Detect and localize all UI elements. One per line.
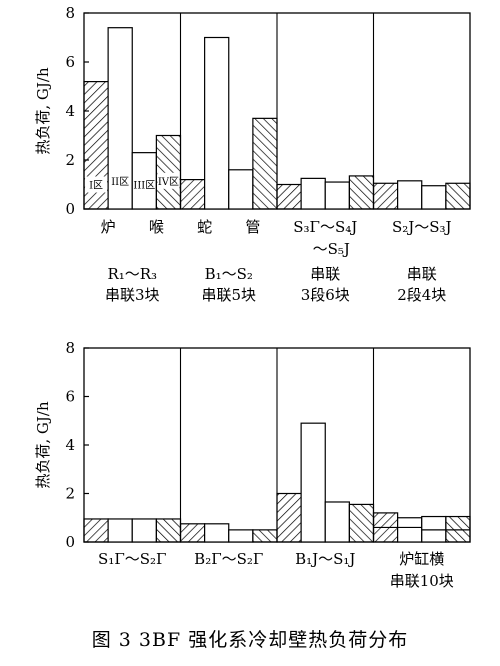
y-tick-label: 2 xyxy=(65,151,75,169)
group-sublabel: 串联3块 xyxy=(105,286,160,304)
bar xyxy=(276,183,302,210)
bar xyxy=(421,515,447,543)
bar xyxy=(228,169,254,210)
y-tick-label: 6 xyxy=(65,388,75,406)
group-sublabel: R₁～R₃ xyxy=(107,265,157,283)
zone-label-bg xyxy=(109,172,132,189)
bar xyxy=(252,117,278,210)
zone-label-bg xyxy=(133,176,156,193)
group-sublabel: 串联5块 xyxy=(201,286,256,304)
bar xyxy=(252,529,278,543)
lower-chart: 0 2 4 6 8 热负荷, GJ/h S₁Γ～S₂Γ B₂Γ～S₂Γ B₁J～S₁J 炉缸横串联… xyxy=(34,339,471,590)
group-label: 炉 xyxy=(101,218,116,236)
group-label: ～S₅J xyxy=(313,240,350,258)
bar xyxy=(445,515,471,543)
bar xyxy=(155,134,182,210)
bar xyxy=(397,517,423,543)
bar xyxy=(83,518,109,543)
bar xyxy=(276,492,302,543)
group-sublabel: 串联 xyxy=(407,265,437,283)
group-label: 管 xyxy=(245,218,260,236)
y-tick-label: 8 xyxy=(65,339,75,357)
zone-label: IV区 xyxy=(158,176,179,188)
group-sublabel: 串联 xyxy=(310,265,340,283)
y-axis-label: 热负荷, GJ/h xyxy=(34,401,52,489)
bar xyxy=(397,180,423,210)
group-sublabel: B₁～S₂ xyxy=(205,265,253,283)
group-label: S₃Γ～S₄J xyxy=(293,218,357,236)
bar xyxy=(131,518,157,543)
y-tick-label: 6 xyxy=(65,53,75,71)
y-tick-label: 0 xyxy=(65,200,75,218)
zone-label: III区 xyxy=(133,180,155,192)
bar xyxy=(421,185,447,210)
bar xyxy=(204,523,230,543)
figure-caption: 图 3 3BF 强化系冷却壁热负荷分布 xyxy=(92,629,408,651)
zone-label: I区 xyxy=(89,180,103,192)
zone-label: II区 xyxy=(111,176,129,188)
group-label: B₂Γ～S₂Γ xyxy=(194,550,263,568)
group-label: 炉缸横 xyxy=(399,550,444,568)
y-tick-label: 8 xyxy=(65,4,75,22)
bar xyxy=(179,523,206,543)
bar xyxy=(179,179,206,210)
group-label: B₁J～S₁J xyxy=(295,550,355,568)
zone-label-bg xyxy=(157,172,180,189)
group-sublabel: 2段4块 xyxy=(397,286,446,304)
zone-label-bg xyxy=(85,176,108,193)
group-label: 串联10块 xyxy=(390,572,454,590)
group-label: 蛇 xyxy=(197,218,212,236)
bar xyxy=(155,518,182,543)
group-label: S₁Γ～S₂Γ xyxy=(98,550,166,568)
bar xyxy=(445,182,471,210)
y-tick-label: 4 xyxy=(65,102,75,120)
bar xyxy=(300,422,326,543)
y-tick-label: 4 xyxy=(65,436,75,454)
bar xyxy=(228,529,254,543)
bar xyxy=(348,175,375,210)
bar xyxy=(300,177,326,210)
bar xyxy=(372,182,399,210)
y-axis-label: 热负荷, GJ/h xyxy=(34,67,52,155)
y-tick-label: 2 xyxy=(65,485,75,503)
bar xyxy=(324,181,350,210)
y-tick-label: 0 xyxy=(65,533,75,551)
bar xyxy=(204,36,230,210)
group-label: 喉 xyxy=(149,218,164,236)
group-label: S₂J～S₃J xyxy=(392,218,452,236)
bar xyxy=(107,518,133,543)
bar xyxy=(324,501,350,543)
group-sublabel: 3段6块 xyxy=(301,286,350,304)
bar xyxy=(348,503,375,543)
